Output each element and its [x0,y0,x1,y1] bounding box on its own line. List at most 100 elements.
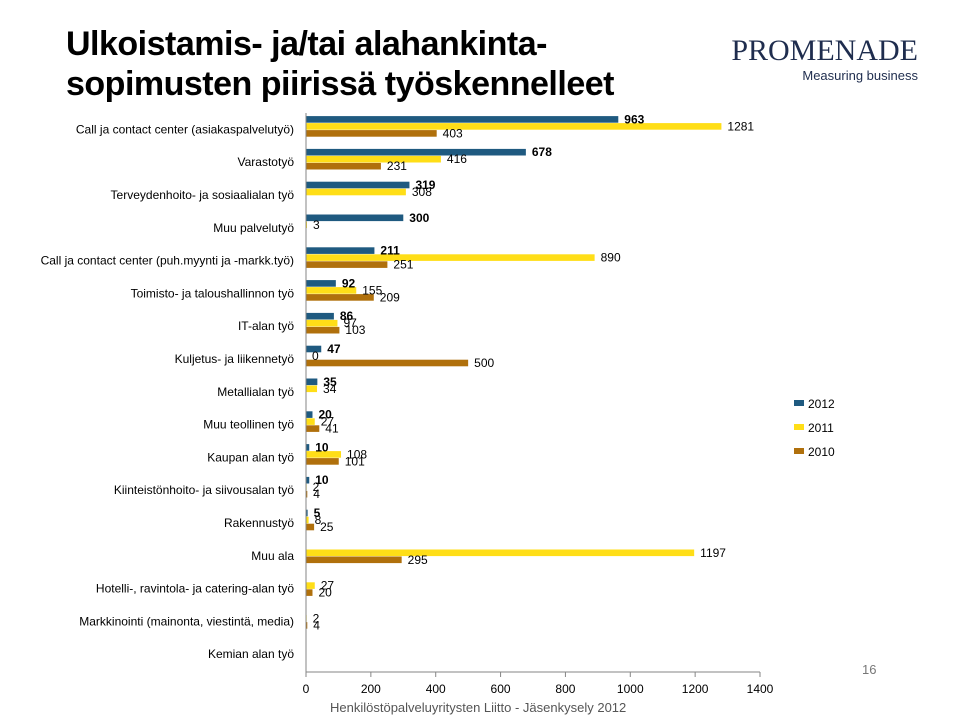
data-label-2010: 209 [380,290,400,304]
bar-2012 [306,181,410,189]
bar-2011 [306,516,309,524]
data-label-2011: 27 [321,579,335,593]
data-label-2010: 41 [325,422,339,436]
logo-tagline: Measuring business [802,68,918,83]
category-label: IT-alan työ [238,319,294,333]
data-label-2010: 500 [474,356,494,370]
bar-2012 [306,444,310,451]
bar-2010 [306,622,308,629]
x-tick-label: 1400 [747,682,774,696]
bar-2010 [306,162,381,170]
category-label: Muu palvelutyö [213,221,294,235]
x-tick-label: 800 [555,682,575,696]
category-label: Muu teollinen työ [203,418,294,432]
bar-2010 [306,425,320,432]
category-label: Kuljetus- ja liikennetyö [175,352,295,366]
legend-swatch-2012 [794,400,804,406]
bar-2012 [306,116,619,123]
legend-label-2011: 2011 [808,421,834,435]
category-label: Metallialan työ [217,385,294,399]
data-label-2012: 300 [409,211,429,225]
data-label-2011: 1281 [727,119,754,133]
bar-2010 [306,556,402,564]
category-label: Call ja contact center (asiakaspalveluty… [76,122,294,136]
data-label-2012: 20 [318,408,332,422]
data-label-2010: 251 [393,258,413,272]
bar-2011 [306,319,338,327]
category-label: Kemian alan työ [208,647,294,661]
bar-2010 [306,458,339,465]
data-label-2011: 2 [313,611,320,625]
data-label-2011: 308 [412,185,432,199]
bar-2011 [306,549,695,557]
bar-2010 [306,490,308,498]
legend-swatch-2011 [794,424,804,430]
legend-label-2012: 2012 [808,397,835,411]
data-label-2010: 101 [345,454,365,468]
bar-2010 [306,261,388,268]
bar-2010 [306,523,315,531]
category-label: Hotelli-, ravintola- ja catering-alan ty… [96,582,294,596]
labels-layer: Call ja contact center (asiakaspalveluty… [41,112,755,661]
bar-2011 [306,188,406,196]
data-label-2010: 231 [387,159,407,173]
data-label-2011: 1197 [700,546,726,560]
footer-text: Henkilöstöpalveluyritysten Liitto - Jäse… [330,700,627,715]
x-tick-label: 0 [303,682,310,696]
data-label-2012: 47 [327,342,341,356]
slide-title: Ulkoistamis- ja/tai alahankinta-sopimust… [66,25,614,103]
data-label-2012: 678 [532,145,552,159]
data-label-2012: 211 [380,244,400,258]
promenade-logo: PROMENADE Measuring business [700,36,918,84]
bar-2011 [306,287,357,294]
data-label-2011: 97 [343,316,357,330]
bar-2012 [306,378,318,386]
legend-label-2010: 2010 [808,445,835,459]
data-label-2011: 34 [323,382,337,396]
category-label: Markkinointi (mainonta, viestintä, media… [79,614,294,628]
data-label-2012: 963 [624,112,644,126]
bar-2012 [306,312,334,320]
logo-wordmark: PROMENADE [731,34,918,67]
x-tick-label: 1000 [617,682,644,696]
data-label-2010: 4 [313,487,320,501]
data-label-2011: 155 [362,283,382,297]
axis-layer: 0 200 400 600 800 1000 1200 1400 [303,113,774,696]
bar-2011 [306,123,722,130]
bar-2012 [306,148,526,156]
data-label-2011: 27 [321,415,335,429]
data-label-2011: 416 [447,152,467,166]
category-label: Varastotyö [238,155,295,169]
bar-2012 [306,280,336,287]
data-label-2011: 0 [312,349,319,363]
bar-2012 [306,247,375,254]
bar-2010 [306,359,469,367]
data-label-2010: 20 [318,586,332,600]
bar-2011 [306,385,318,393]
bar-2011 [306,418,315,425]
data-label-2012: 319 [415,178,435,192]
category-label: Kiinteistönhoito- ja siivousalan työ [114,483,294,497]
data-label-2010: 4 [313,618,320,632]
data-label-2011: 2 [313,480,320,494]
bar-2011 [306,451,342,458]
bar-2012 [306,411,313,418]
data-label-2010: 403 [443,126,463,140]
x-tick-label: 600 [491,682,511,696]
data-label-2012: 10 [315,440,329,454]
data-label-2011: 8 [315,513,322,527]
data-label-2011: 3 [313,218,320,232]
bar-2012 [306,476,310,484]
category-label: Kaupan alan työ [207,450,294,464]
bar-2011 [306,582,315,589]
bar-2012 [306,345,322,353]
data-label-2010: 25 [320,520,334,534]
category-label: Toimisto- ja taloushallinnon työ [131,286,295,300]
data-label-2012: 35 [323,375,337,389]
x-tick-label: 1200 [682,682,709,696]
data-label-2010: 103 [345,323,365,337]
bar-2010 [306,589,313,596]
page-number: 16 [862,662,877,677]
bar-2012 [306,509,308,517]
